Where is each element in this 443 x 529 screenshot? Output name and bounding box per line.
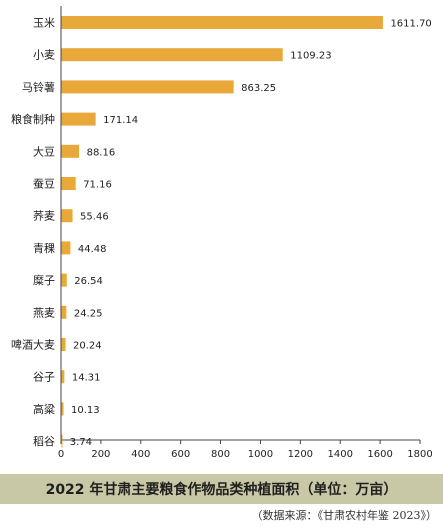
bar <box>61 241 71 255</box>
category-label: 谷子 <box>33 371 55 384</box>
x-tick-label: 600 <box>171 449 190 460</box>
category-label: 小麦 <box>33 49 55 62</box>
x-tick-label: 400 <box>131 449 150 460</box>
data-label: 20.24 <box>73 341 102 352</box>
category-label: 青稞 <box>33 241 55 255</box>
bar <box>61 305 67 319</box>
chart-title: 2022 年甘肃主要粮食作物品类种植面积（单位：万亩） <box>0 474 443 504</box>
bar <box>61 112 96 126</box>
data-label: 88.16 <box>87 147 116 158</box>
data-label: 171.14 <box>103 115 138 126</box>
category-label: 马铃薯 <box>22 80 55 94</box>
data-label: 14.31 <box>72 373 101 384</box>
data-label: 44.48 <box>78 244 107 255</box>
bar <box>61 80 234 94</box>
bar <box>61 177 76 190</box>
bar <box>61 144 80 158</box>
category-label: 燕麦 <box>33 306 55 319</box>
bar <box>61 338 66 351</box>
bar-chart: 玉米 1611.70 小麦 1109.23 马铃薯 863.25 粮食制种 171.14 大豆 8… <box>11 6 433 460</box>
x-tick-label: 1200 <box>288 449 313 460</box>
category-label: 糜子 <box>33 273 55 287</box>
bar <box>61 16 383 29</box>
data-label: 1611.70 <box>390 19 431 30</box>
x-tick-label: 200 <box>91 449 110 460</box>
x-tick-label: 1600 <box>367 449 392 460</box>
category-label: 蚕豆 <box>33 178 55 191</box>
category-label: 啤酒大麦 <box>11 338 55 352</box>
x-tick-label: 0 <box>58 449 64 460</box>
x-tick-label: 1800 <box>407 449 432 460</box>
data-label: 24.25 <box>74 308 103 319</box>
category-label: 大豆 <box>33 144 55 158</box>
category-label: 稻谷 <box>33 435 55 448</box>
x-tick-label: 1400 <box>327 449 352 460</box>
category-label: 高粱 <box>33 402 55 416</box>
bar <box>61 434 63 448</box>
bar <box>61 370 65 384</box>
data-label: 10.13 <box>71 405 100 416</box>
x-tick-label: 1000 <box>248 449 273 460</box>
data-label: 26.54 <box>74 276 103 287</box>
bar <box>61 48 283 62</box>
bar <box>61 273 67 287</box>
x-tick-label: 800 <box>211 449 230 460</box>
data-label: 3.74 <box>70 437 92 448</box>
data-source: （数据来源：《甘肃农村年鉴 2023》） <box>251 509 438 522</box>
bar <box>61 209 73 223</box>
data-label: 55.46 <box>80 212 109 223</box>
category-label: 荞麦 <box>33 210 55 223</box>
category-label: 玉米 <box>33 17 55 30</box>
bar <box>61 402 64 416</box>
data-label: 71.16 <box>83 180 112 191</box>
data-label: 863.25 <box>241 83 276 94</box>
data-label: 1109.23 <box>290 51 331 62</box>
category-label: 粮食制种 <box>11 112 55 126</box>
